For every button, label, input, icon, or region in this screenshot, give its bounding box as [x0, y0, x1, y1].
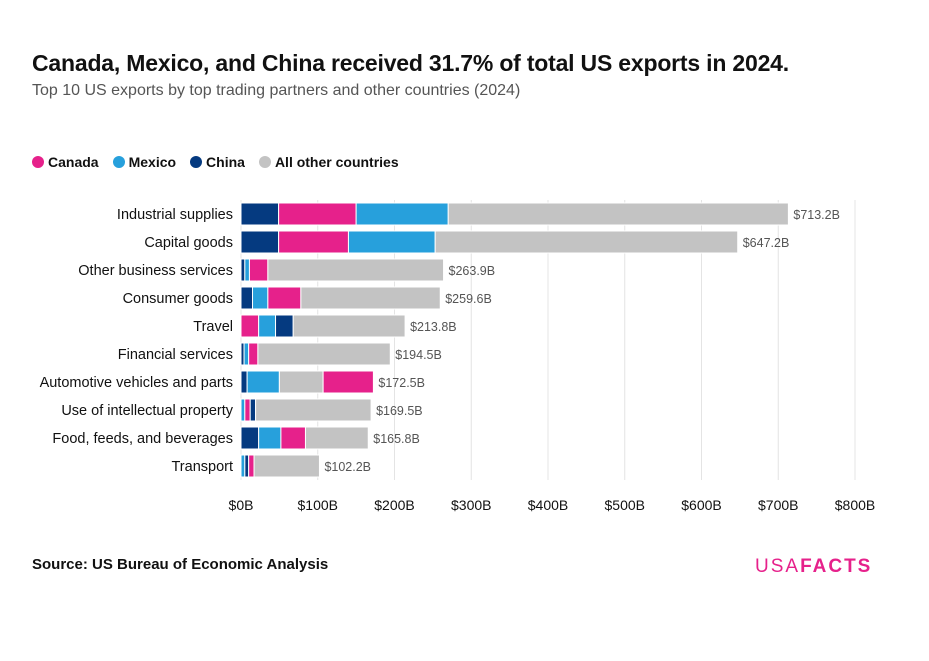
bar-segment-canada	[280, 426, 306, 450]
total-label: $647.2B	[743, 236, 790, 250]
x-tick-label: $400B	[528, 497, 568, 513]
bar-segment-china	[240, 202, 280, 226]
bar-segment-canada	[248, 454, 255, 478]
category-label: Automotive vehicles and parts	[40, 375, 233, 391]
bar-segment-canada	[278, 202, 357, 226]
bar-segment-mexico	[246, 370, 280, 394]
total-label: $713.2B	[793, 208, 840, 222]
bar-segment-china	[240, 286, 254, 310]
bar-segment-china	[240, 230, 280, 254]
bar-segment-mexico	[243, 342, 250, 366]
legend-item-other: All other countries	[258, 154, 399, 170]
chart-subtitle: Top 10 US exports by top trading partner…	[32, 82, 521, 99]
bar-segment-mexico	[258, 426, 282, 450]
chart-title: Canada, Mexico, and China received 31.7%…	[32, 50, 789, 76]
total-label: $102.2B	[324, 460, 371, 474]
legend-label-mexico: Mexico	[128, 154, 177, 170]
source-label: Source:	[32, 556, 88, 573]
bar-segment-canada	[267, 286, 302, 310]
legend-item-canada: Canada	[32, 154, 99, 170]
logo-usa: USA	[755, 556, 801, 577]
source-note: Source: US Bureau of Economic Analysis	[32, 556, 328, 573]
bar-segment-canada	[244, 398, 251, 422]
legend-swatch-mexico	[112, 156, 125, 168]
legend: Canada Mexico China All other countries	[32, 154, 399, 170]
category-label: Consumer goods	[123, 291, 233, 307]
legend-label-china: China	[206, 154, 245, 170]
bar-segment-other	[253, 454, 320, 478]
bar-segment-china	[244, 454, 250, 478]
bar-segment-mexico	[252, 286, 269, 310]
x-tick-label: $500B	[605, 497, 645, 513]
x-tick-label: $300B	[451, 497, 491, 513]
bar-segment-mexico	[244, 258, 250, 282]
total-label: $259.6B	[445, 292, 492, 306]
total-label: $172.5B	[378, 376, 425, 390]
legend-swatch-canada	[32, 156, 44, 168]
bar-segment-china	[240, 258, 246, 282]
category-label: Industrial supplies	[117, 207, 233, 223]
legend-swatch-other	[258, 156, 271, 168]
total-label: $263.9B	[449, 264, 496, 278]
x-tick-label: $600B	[681, 497, 721, 513]
bar-segment-other	[304, 426, 369, 450]
bar-segment-other	[434, 230, 739, 254]
category-label: Capital goods	[144, 235, 233, 251]
bar-segment-mexico	[240, 454, 246, 478]
usafacts-logo: USAFACTS	[755, 556, 872, 578]
bar-segment-canada	[278, 230, 349, 254]
bar-segment-other	[257, 342, 391, 366]
x-tick-label: $200B	[374, 497, 414, 513]
bar-segment-canada	[240, 314, 260, 338]
bar-segment-other	[300, 286, 441, 310]
bar-segment-other	[292, 314, 406, 338]
category-label: Use of intellectual property	[61, 403, 233, 419]
total-label: $169.5B	[376, 404, 423, 418]
category-label: Financial services	[118, 347, 233, 363]
legend-item-mexico: Mexico	[112, 154, 177, 170]
legend-label-other: All other countries	[274, 154, 399, 170]
category-label: Transport	[171, 459, 233, 475]
bar-segment-canada	[322, 370, 374, 394]
x-tick-label: $800B	[835, 497, 875, 513]
source-text: US Bureau of Economic Analysis	[92, 556, 329, 573]
bar-segment-china	[275, 314, 294, 338]
legend-swatch-china	[190, 156, 203, 168]
bar-segment-other	[267, 258, 445, 282]
bar-segment-canada	[248, 342, 259, 366]
total-label: $213.8B	[410, 320, 457, 334]
x-tick-label: $0B	[229, 497, 254, 513]
logo-facts: FACTS	[800, 556, 873, 577]
bar-segment-other	[278, 370, 324, 394]
bar-segment-other	[447, 202, 789, 226]
x-tick-label: $700B	[758, 497, 798, 513]
legend-label-canada: Canada	[48, 154, 99, 170]
x-tick-label: $100B	[298, 497, 338, 513]
bar-segment-china	[240, 426, 260, 450]
category-label: Food, feeds, and beverages	[52, 431, 233, 447]
bar-segment-mexico	[355, 202, 449, 226]
bar-segment-mexico	[347, 230, 436, 254]
bar-segment-china	[240, 370, 248, 394]
total-label: $194.5B	[395, 348, 442, 362]
bar-segment-canada	[248, 258, 269, 282]
category-label: Travel	[193, 319, 233, 335]
legend-item-china: China	[190, 154, 245, 170]
category-label: Other business services	[78, 263, 233, 279]
bar-segment-mexico	[258, 314, 277, 338]
bar-segment-other	[255, 398, 372, 422]
bar-segment-china	[249, 398, 257, 422]
bar-segment-mexico	[240, 398, 246, 422]
total-label: $165.8B	[373, 432, 420, 446]
